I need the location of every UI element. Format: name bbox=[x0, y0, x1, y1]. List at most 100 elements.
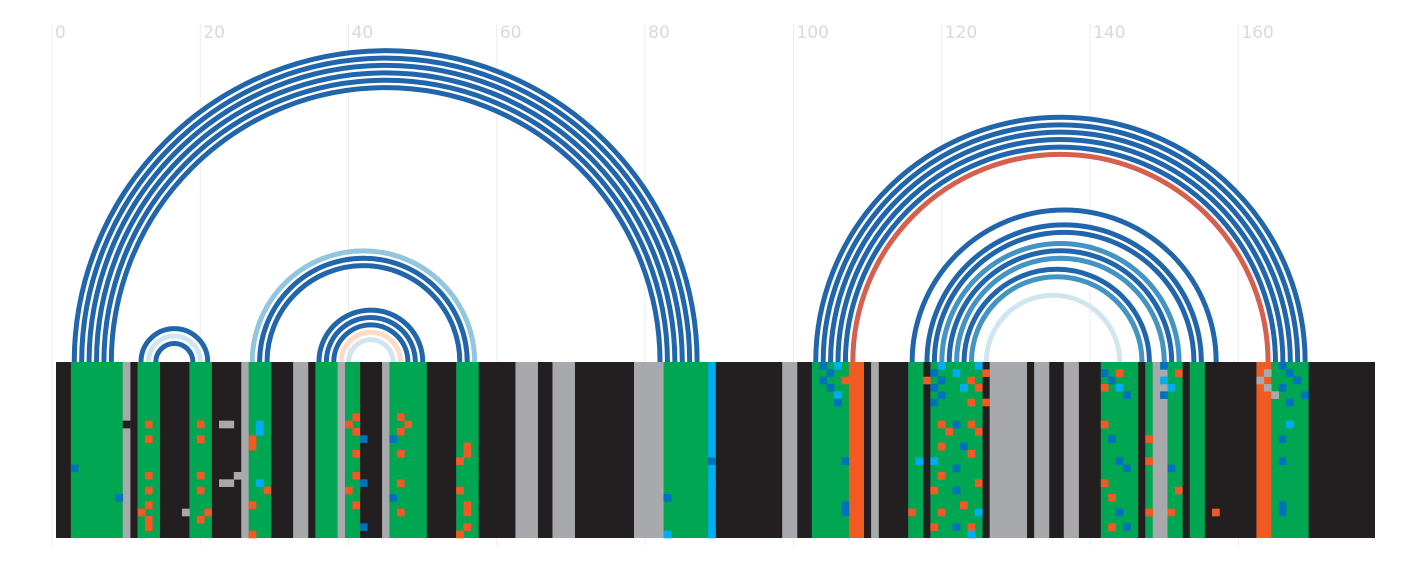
heatmap-cell-96 bbox=[960, 501, 968, 509]
heatmap-column-band-6 bbox=[189, 362, 212, 538]
x-tick-label-100: 100 bbox=[797, 23, 829, 43]
heatmap-cell-152 bbox=[1278, 457, 1287, 465]
heatmap-cell-46 bbox=[404, 420, 412, 429]
heatmap-cell-11 bbox=[181, 508, 190, 517]
heatmap-column-band-50 bbox=[1152, 362, 1168, 538]
heatmap-cell-75 bbox=[915, 457, 924, 465]
heatmap-cell-134 bbox=[1174, 369, 1183, 377]
heatmap-cell-41 bbox=[396, 413, 405, 421]
arc-3-87 bbox=[71, 48, 700, 363]
heatmap-column-band-43 bbox=[1034, 362, 1050, 538]
heatmap-cell-137 bbox=[1174, 486, 1183, 495]
arc-123-148 bbox=[961, 266, 1152, 363]
heatmap-cell-29 bbox=[248, 501, 257, 509]
arc-40-46 bbox=[346, 337, 396, 363]
heatmap-cell-56 bbox=[456, 530, 464, 539]
heatmap-cell-104 bbox=[967, 420, 976, 429]
heatmap-cell-103 bbox=[974, 384, 983, 392]
heatmap-cell-17 bbox=[204, 508, 212, 517]
x-tick-label-0: 0 bbox=[55, 23, 66, 43]
heatmap-cell-4 bbox=[144, 435, 153, 443]
heatmap-cell-108 bbox=[967, 523, 976, 531]
heatmap-cell-36 bbox=[344, 420, 353, 429]
heatmap-cell-148 bbox=[1263, 384, 1272, 392]
heatmap-column-band-28 bbox=[708, 362, 716, 538]
heatmap-cell-94 bbox=[960, 442, 968, 451]
heatmap-column-band-13 bbox=[315, 362, 338, 538]
heatmap-cell-149 bbox=[1271, 391, 1279, 399]
arc-124-147 bbox=[968, 274, 1145, 363]
heatmap-cell-151 bbox=[1278, 435, 1287, 443]
arc-107-165 bbox=[842, 145, 1278, 363]
heatmap-cell-91 bbox=[930, 523, 939, 531]
heatmap-cell-136 bbox=[1167, 464, 1176, 473]
heatmap-cell-13 bbox=[196, 435, 205, 443]
arc-13-20 bbox=[145, 333, 203, 363]
heatmap-cell-49 bbox=[463, 442, 472, 451]
heatmap-column-band-18 bbox=[389, 362, 427, 538]
heatmap-column-band-4 bbox=[137, 362, 161, 538]
heatmap-cell-38 bbox=[359, 435, 368, 443]
heatmap-cell-19 bbox=[226, 420, 235, 429]
arc-39-47 bbox=[338, 329, 404, 363]
arc-103-169 bbox=[813, 114, 1308, 363]
heatmap-cell-25 bbox=[256, 479, 264, 487]
heatmap-cell-79 bbox=[930, 369, 939, 377]
heatmap-cell-83 bbox=[930, 398, 939, 407]
heatmap-cell-58 bbox=[708, 479, 716, 487]
x-tick-label-40: 40 bbox=[352, 23, 374, 43]
heatmap-column-band-14 bbox=[337, 362, 346, 538]
heatmap-cell-154 bbox=[1278, 508, 1287, 517]
heatmap-cell-44 bbox=[396, 479, 405, 487]
heatmap-cell-10 bbox=[137, 508, 146, 517]
heatmap-cell-55 bbox=[456, 486, 464, 495]
arc-27-57 bbox=[249, 248, 478, 363]
heatmap-cell-22 bbox=[233, 472, 242, 480]
heatmap-cell-86 bbox=[937, 442, 946, 451]
arc-6-84 bbox=[93, 70, 678, 363]
heatmap-cell-6 bbox=[144, 486, 153, 495]
heatmap-cell-43 bbox=[396, 450, 405, 458]
x-tick-label-80: 80 bbox=[648, 23, 670, 43]
heatmap-column-band-56 bbox=[1271, 362, 1309, 538]
heatmap-cell-84 bbox=[937, 420, 946, 429]
heatmap-cell-81 bbox=[930, 384, 939, 392]
heatmap-cell-0 bbox=[70, 464, 79, 473]
tick-labels: 0 20 40 60 80 100 120 140 160 bbox=[55, 23, 1274, 43]
heatmap-cell-132 bbox=[1160, 376, 1168, 385]
arc-122-150 bbox=[954, 255, 1167, 363]
heatmap-cell-127 bbox=[1123, 523, 1131, 531]
arc-116-157 bbox=[909, 207, 1219, 363]
heatmap-cell-45 bbox=[396, 508, 405, 517]
heatmap-cell-20 bbox=[219, 479, 227, 487]
heatmap-cell-72 bbox=[841, 457, 850, 465]
arc-118-155 bbox=[924, 223, 1204, 363]
arc-29-55 bbox=[264, 263, 463, 363]
heatmap-cell-76 bbox=[908, 508, 916, 517]
heatmap-cell-144 bbox=[1300, 391, 1309, 399]
heatmap-cell-73 bbox=[841, 501, 850, 509]
heatmap-cell-12 bbox=[196, 420, 205, 429]
heatmap-column-band-35 bbox=[871, 362, 879, 538]
arc-4-86 bbox=[79, 55, 693, 363]
heatmap-cell-106 bbox=[967, 450, 976, 458]
heatmap-column-band-2 bbox=[122, 362, 131, 538]
heatmap-cell-143 bbox=[1278, 384, 1287, 392]
heatmap-cell-68 bbox=[834, 398, 842, 407]
x-tick-label-20: 20 bbox=[203, 23, 225, 43]
heatmap-cell-138 bbox=[1167, 508, 1176, 517]
heatmap-cell-52 bbox=[463, 508, 472, 517]
heatmap-cell-16 bbox=[196, 516, 205, 524]
heatmap-cell-37 bbox=[344, 486, 353, 495]
arc-108-164 bbox=[850, 151, 1271, 363]
heatmap-cell-113 bbox=[1100, 369, 1109, 377]
heatmap-column-band-53 bbox=[1189, 362, 1205, 538]
heatmap-cell-18 bbox=[219, 420, 227, 429]
heatmap-cell-30 bbox=[248, 530, 257, 539]
heatmap-cell-133 bbox=[1160, 391, 1168, 399]
heatmap-cell-9 bbox=[144, 523, 153, 531]
arc-12-21 bbox=[138, 326, 211, 363]
heatmap-cell-99 bbox=[960, 384, 968, 392]
heatmap-cell-97 bbox=[952, 523, 961, 531]
